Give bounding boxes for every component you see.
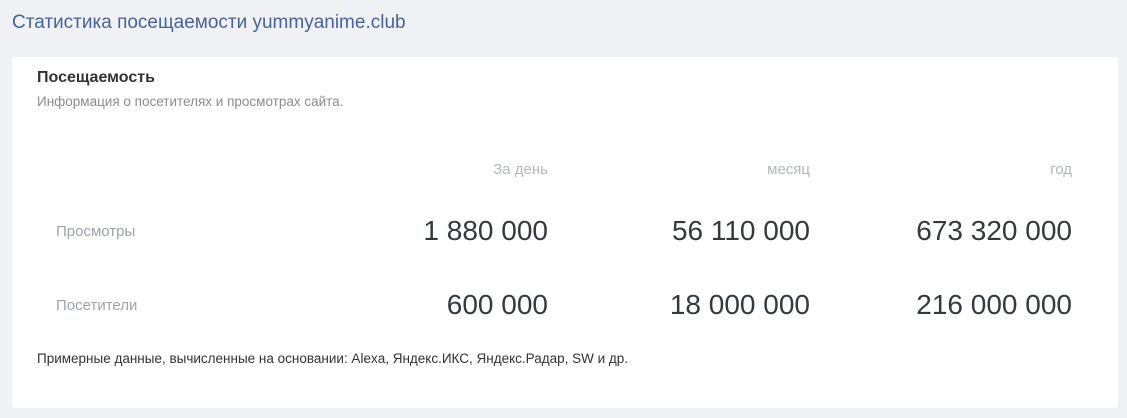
visitors-per-month-value: 18 000 000 — [669, 289, 810, 320]
card-title: Посещаемость — [37, 69, 155, 86]
visitors-per-day-value: 600 000 — [446, 289, 548, 320]
data-sources-footnote: Примерные данные, вычисленные на основан… — [37, 351, 629, 366]
row-label-visitors: Посетители — [56, 296, 138, 314]
table-row-views: Просмотры 1 880 000 56 110 000 673 320 0… — [37, 194, 1072, 268]
views-per-day-value: 1 880 000 — [423, 215, 548, 246]
page-header: Статистика посещаемости yummyanime.club — [0, 0, 1127, 33]
empty-header-cell — [37, 144, 287, 194]
column-header-month: месяц — [767, 160, 810, 178]
column-header-day: За день — [493, 160, 548, 178]
row-label-views: Просмотры — [56, 222, 136, 240]
traffic-card: Посещаемость Информация о посетителях и … — [12, 57, 1118, 408]
table-header-row: За день месяц год — [37, 144, 1072, 194]
card-subtitle: Информация о посетителях и просмотрах са… — [37, 94, 344, 109]
page-title: Статистика посещаемости yummyanime.club — [12, 12, 406, 33]
views-per-month-value: 56 110 000 — [671, 215, 810, 246]
table-row-visitors: Посетители 600 000 18 000 000 216 000 00… — [37, 268, 1072, 342]
views-per-year-value: 673 320 000 — [916, 215, 1072, 246]
traffic-table: За день месяц год Просмотры 1 880 000 56… — [37, 144, 1072, 342]
visitors-per-year-value: 216 000 000 — [916, 289, 1072, 320]
column-header-year: год — [1050, 160, 1072, 178]
